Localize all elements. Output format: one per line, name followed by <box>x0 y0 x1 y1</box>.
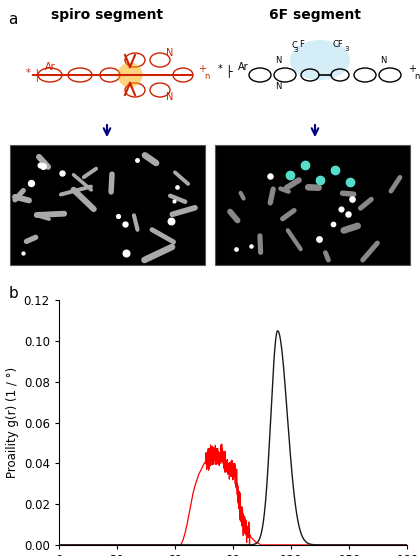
Y-axis label: Proaility g(r) (1 / °): Proaility g(r) (1 / °) <box>6 367 19 478</box>
Text: n: n <box>414 72 420 81</box>
Text: N: N <box>380 56 386 65</box>
Bar <box>215 145 410 265</box>
Text: *: * <box>26 68 30 78</box>
Bar <box>10 145 205 265</box>
Text: N: N <box>275 82 281 91</box>
Text: N: N <box>166 92 174 102</box>
Text: +: + <box>198 64 206 74</box>
Text: a: a <box>8 12 17 27</box>
Text: n: n <box>204 72 210 81</box>
Text: Ar: Ar <box>45 62 55 72</box>
Text: +: + <box>408 64 416 74</box>
Text: ├: ├ <box>33 68 39 82</box>
Text: C: C <box>291 41 297 50</box>
Text: spiro segment: spiro segment <box>51 8 163 22</box>
Text: 6F segment: 6F segment <box>269 8 361 22</box>
Text: F: F <box>299 40 304 49</box>
Text: N: N <box>166 48 174 58</box>
Text: 3: 3 <box>294 47 298 53</box>
Text: *: * <box>218 64 222 74</box>
Ellipse shape <box>118 62 142 87</box>
Text: CF: CF <box>333 40 344 49</box>
Text: b: b <box>8 286 18 301</box>
Text: Ar: Ar <box>238 62 248 72</box>
Ellipse shape <box>290 40 350 80</box>
Text: N: N <box>275 56 281 65</box>
Text: 3: 3 <box>345 46 349 52</box>
Text: ├: ├ <box>225 65 231 78</box>
